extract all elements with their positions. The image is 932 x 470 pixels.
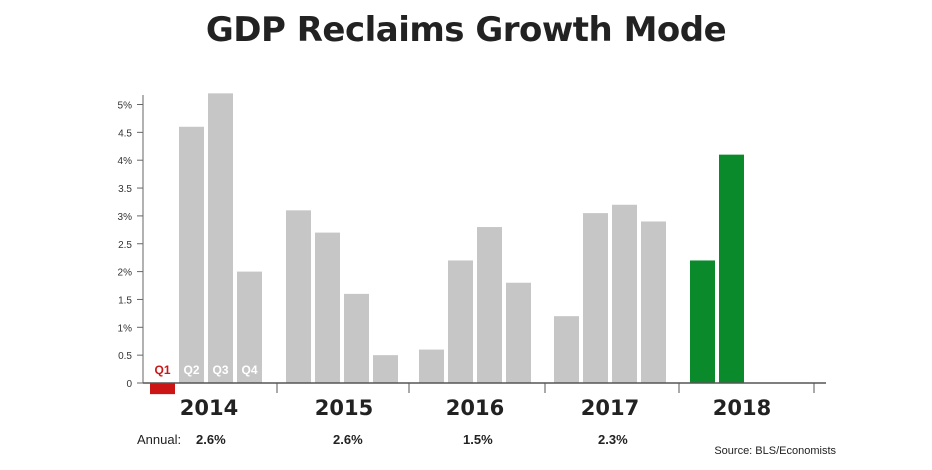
year-label: 2017 (581, 396, 639, 420)
y-tick-label: 5% (118, 101, 133, 112)
quarter-label: Q2 (183, 363, 199, 377)
year-label: 2014 (180, 396, 238, 420)
source-note: Source: BLS/Economists (714, 445, 836, 457)
quarter-label: Q1 (154, 363, 170, 377)
year-label: 2018 (713, 396, 771, 420)
bar (373, 355, 398, 383)
bar (419, 349, 444, 383)
bar (208, 93, 233, 384)
bar (448, 260, 473, 383)
y-tick-label: 1.5 (118, 295, 132, 306)
bar (690, 260, 715, 383)
bar (237, 271, 262, 383)
bar (150, 383, 175, 395)
annual-value-2016: 1.5% (463, 432, 493, 447)
y-tick-label: 1% (118, 323, 133, 334)
bar (344, 293, 369, 383)
annual-value-2014: 2.6% (196, 432, 226, 447)
bar (612, 204, 637, 383)
quarter-label: Q4 (241, 363, 257, 377)
y-tick-label: 4% (118, 156, 133, 167)
y-tick-label: 2.5 (118, 240, 132, 251)
year-label: 2015 (315, 396, 373, 420)
chart-title: GDP Reclaims Growth Mode (205, 10, 727, 50)
bar (554, 316, 579, 383)
bar (477, 227, 502, 383)
bar (583, 213, 608, 383)
bar (641, 221, 666, 383)
annual-value-2017: 2.3% (598, 432, 628, 447)
year-label: 2016 (446, 396, 504, 420)
bar (506, 282, 531, 383)
y-tick-label: 3.5 (118, 184, 132, 195)
y-tick-label: 0.5 (118, 351, 132, 362)
quarter-label: Q3 (212, 363, 228, 377)
y-tick-label: 3% (118, 212, 133, 223)
annual-value-2015: 2.6% (333, 432, 363, 447)
y-tick-label: 2% (118, 268, 133, 279)
bar (286, 210, 311, 383)
bar (719, 154, 744, 383)
annual-label: Annual: (137, 432, 182, 447)
y-tick-label: 0 (126, 379, 132, 390)
bar (315, 232, 340, 383)
bar (179, 126, 204, 383)
y-tick-label: 4.5 (118, 128, 132, 139)
